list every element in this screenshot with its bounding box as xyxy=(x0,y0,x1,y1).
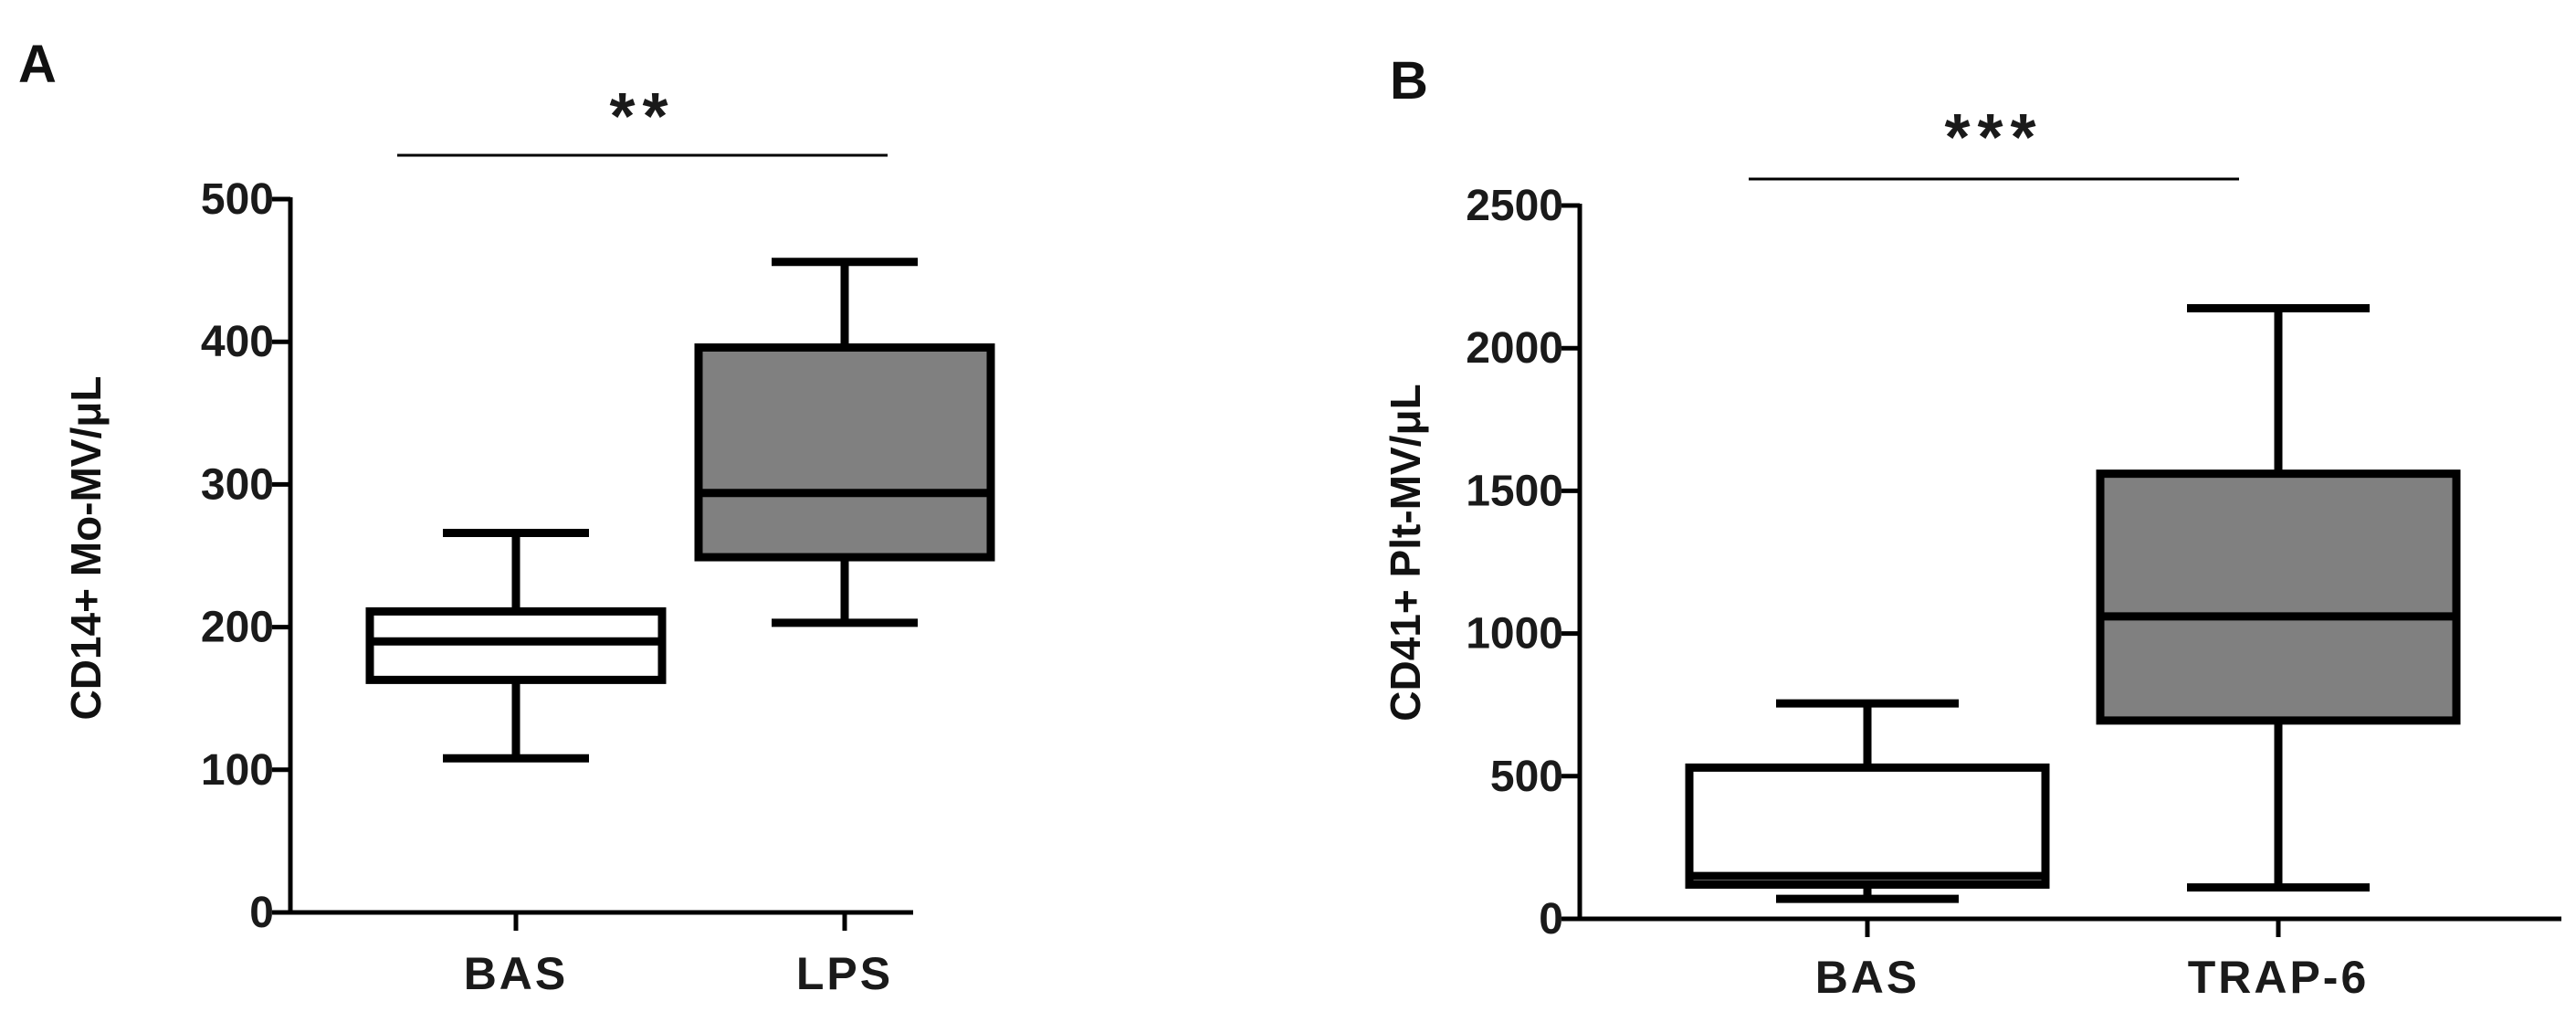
panel-a-category-label: BAS xyxy=(464,948,569,999)
panel-b-y-tick-label: 0 xyxy=(1539,895,1563,943)
panel-a-y-tick-label: 300 xyxy=(201,460,274,509)
panel-b-y-axis-label: CD41+ Plt-MV/μL xyxy=(1382,384,1429,721)
panel-a-letter: A xyxy=(18,35,57,94)
panel-a-box-lps xyxy=(694,258,995,627)
panel-a-category-label: LPS xyxy=(796,948,893,999)
panel-a-y-tick-label: 400 xyxy=(201,318,274,366)
panel-a-y-axis-label: CD14+ Mo-MV/μL xyxy=(62,375,110,720)
panel-a: A ** CD14+ Mo-MV/μL 0 100 200 300 400 500 BAS L… xyxy=(18,35,995,999)
panel-a-y-tick-label: 200 xyxy=(201,604,274,652)
iqr-box xyxy=(365,606,667,684)
panel-a-y-tick-label: 500 xyxy=(201,175,274,224)
panel-b-box-trap-6 xyxy=(2096,303,2461,892)
panel-b-category-label: TRAP-6 xyxy=(2188,952,2370,1003)
panel-b: B *** CD41+ Plt-MV/μL 0 500 1000 1500 2000 25… xyxy=(1382,51,2561,1003)
panel-a-y-tick-label: 100 xyxy=(201,746,274,795)
iqr-box xyxy=(2096,469,2461,725)
panel-b-category-label: BAS xyxy=(1815,952,1920,1003)
panel-b-y-tick-label: 2000 xyxy=(1466,324,1563,373)
panel-b-letter: B xyxy=(1390,51,1428,111)
iqr-box xyxy=(1685,763,2050,890)
panel-b-y-tick-label: 2500 xyxy=(1466,182,1563,230)
panel-b-y-tick-label: 500 xyxy=(1490,753,1563,801)
panel-a-y-tick-label: 0 xyxy=(249,889,274,937)
panel-b-y-tick-label: 1500 xyxy=(1466,467,1563,515)
iqr-box xyxy=(694,343,995,562)
panel-b-y-tick-label: 1000 xyxy=(1466,610,1563,659)
panel-a-box-bas xyxy=(365,529,667,763)
panel-a-significance: ** xyxy=(609,80,675,153)
panel-b-significance: *** xyxy=(1944,101,2043,174)
panel-b-box-bas xyxy=(1685,699,2050,903)
